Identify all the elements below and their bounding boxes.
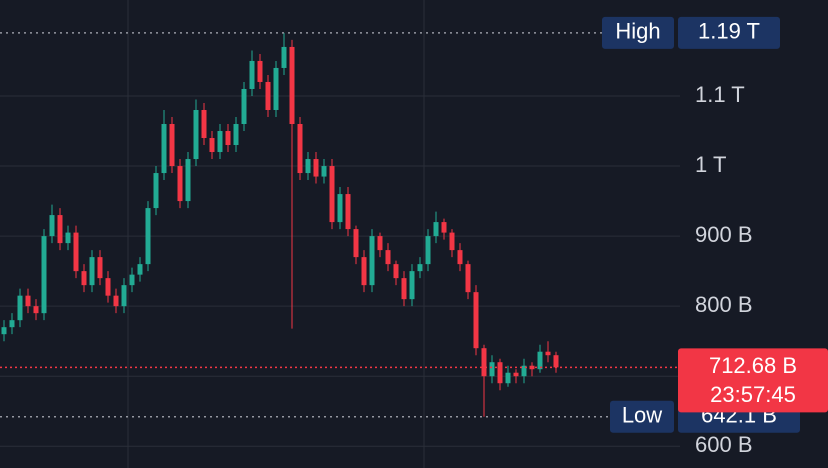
candle-body [353,229,359,258]
candle-body [81,271,87,286]
candle-body [329,166,335,223]
countdown: 23:57:45 [710,382,796,407]
candle-body [281,46,287,68]
candle-body [377,236,383,251]
candle-body [201,109,207,139]
candle-body [145,208,151,265]
candle-body [457,250,463,265]
candle-body [393,264,399,279]
candle-body [217,131,223,153]
marker-label-badge [602,16,674,49]
candle-body [545,351,551,356]
candle-body [17,295,23,321]
candle-body [305,159,311,174]
candle-body [193,109,199,160]
candle-body [249,60,255,89]
candle-body [65,232,71,244]
candle-body [505,372,511,384]
candle-body [513,372,519,377]
candle-body [89,257,95,286]
candle-body [137,264,143,275]
candle-body [49,215,55,237]
candle-body [225,131,231,146]
candle-body [425,236,431,265]
candle-body [129,274,135,286]
candle-body [233,124,239,146]
candle-body [121,285,127,307]
candle-body [241,88,247,125]
candle-body [265,81,271,110]
candle-body [169,124,175,167]
candle-body [153,173,159,209]
candle-body [257,60,263,82]
y-tick-label: 1 T [695,152,726,177]
candle-body [97,257,103,279]
candle-body [185,159,191,202]
candle-body [489,362,495,377]
candle-body [441,222,447,233]
y-tick-label: 1.1 T [695,82,745,107]
candle-body [113,295,119,307]
candle-body [41,236,47,314]
marker-value: 1.19 T [698,19,760,44]
candle-body [481,348,487,377]
candle-body [297,124,303,174]
candle-body [409,271,415,300]
candle-body [497,362,503,384]
candle-body [337,194,343,223]
candle-body [273,67,279,110]
candle-body [401,278,407,300]
candle-body [73,232,79,272]
candle-body [537,351,543,370]
candle-body [1,327,7,335]
marker-value-badge [678,16,780,49]
marker-label: High [615,19,660,44]
candle-body [9,320,15,328]
candle-body [361,257,367,286]
candle-body [321,166,327,177]
candle-body [449,232,455,251]
candle-body [105,278,111,296]
candle-body [473,292,479,349]
candle-body [521,365,527,377]
candle-body [57,215,63,244]
candle-body [385,250,391,265]
candle-body [313,159,319,177]
marker-label-badge [610,400,674,433]
candle-body [345,194,351,230]
candle-body [25,295,31,307]
candle-body [553,355,559,368]
candle-body [33,306,39,314]
candle-body [369,236,375,286]
candle-body [465,264,471,293]
candle-body [161,124,167,174]
last-price-badge [678,348,828,413]
last-price-label: 712.68 B [709,353,797,378]
candle-body [209,138,215,153]
candle-body [417,264,423,272]
marker-label: Low [622,403,662,428]
y-tick-label: 900 B [695,222,753,247]
candle-body [177,166,183,202]
y-tick-label: 800 B [695,292,753,317]
candle-body [433,222,439,237]
candle-body [289,46,295,125]
y-tick-label: 600 B [695,432,753,457]
